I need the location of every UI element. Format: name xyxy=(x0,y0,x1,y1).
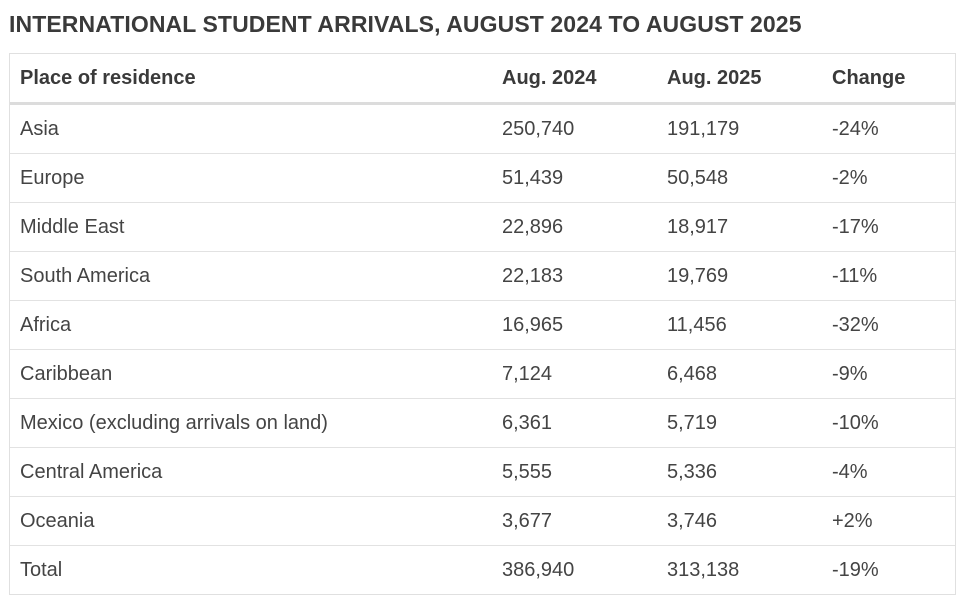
table-row: Oceania 3,677 3,746 +2% xyxy=(10,496,955,546)
cell-place: Africa xyxy=(10,300,492,350)
cell-place: Caribbean xyxy=(10,349,492,399)
cell-place: Middle East xyxy=(10,202,492,252)
table-header: Place of residence Aug. 2024 Aug. 2025 C… xyxy=(10,54,955,105)
cell-place: Total xyxy=(20,558,63,581)
cell-aug-2024: 22,183 xyxy=(492,251,657,301)
table-body: Asia 250,740 191,179 -24% Europe 51,439 … xyxy=(10,103,955,595)
table-row: Africa 16,965 11,456 -32% xyxy=(10,300,955,350)
cell-aug-2024: 7,124 xyxy=(492,349,657,399)
table-row: Europe 51,439 50,548 -2% xyxy=(10,153,955,203)
arrivals-table-container: Place of residence Aug. 2024 Aug. 2025 C… xyxy=(9,53,956,595)
cell-place: South America xyxy=(10,251,492,301)
table-header-row: Place of residence Aug. 2024 Aug. 2025 C… xyxy=(10,54,955,105)
cell-place: Oceania xyxy=(10,496,492,546)
header-aug-2025: Aug. 2025 xyxy=(657,54,822,105)
cell-aug-2024: 250,740 xyxy=(492,103,657,154)
cell-aug-2024: 5,555 xyxy=(492,447,657,497)
cell-change: -17% xyxy=(822,202,955,252)
cell-change: -9% xyxy=(822,349,955,399)
cell-change: -4% xyxy=(822,447,955,497)
cell-place: Europe xyxy=(10,153,492,203)
header-place-of-residence: Place of residence xyxy=(10,54,492,105)
cell-aug-2025: 313,138 xyxy=(667,558,740,581)
cell-change: +2% xyxy=(822,496,955,546)
cell-place: Mexico (excluding arrivals on land) xyxy=(10,398,492,448)
table-row-total: Total 386,940 313,138 -19% xyxy=(10,546,955,595)
cell-aug-2025: 50,548 xyxy=(657,153,822,203)
cell-aug-2024: 386,940 xyxy=(502,558,575,581)
cell-aug-2025: 5,719 xyxy=(657,398,822,448)
table-row: South America 22,183 19,769 -11% xyxy=(10,251,955,301)
cell-change: -19% xyxy=(832,558,879,581)
cell-aug-2024: 6,361 xyxy=(492,398,657,448)
cell-change: -24% xyxy=(822,103,955,154)
table-row: Mexico (excluding arrivals on land) 6,36… xyxy=(10,398,955,448)
cell-place: Asia xyxy=(10,103,492,154)
page-title: INTERNATIONAL STUDENT ARRIVALS, AUGUST 2… xyxy=(9,11,802,37)
cell-aug-2024: 16,965 xyxy=(492,300,657,350)
cell-aug-2024: 51,439 xyxy=(492,153,657,203)
cell-place: Central America xyxy=(10,447,492,497)
table-row: Caribbean 7,124 6,468 -9% xyxy=(10,349,955,399)
cell-change: -10% xyxy=(822,398,955,448)
table-row: Middle East 22,896 18,917 -17% xyxy=(10,202,955,252)
cell-aug-2025: 18,917 xyxy=(657,202,822,252)
cell-aug-2025: 3,746 xyxy=(657,496,822,546)
cell-aug-2025: 191,179 xyxy=(657,103,822,154)
header-aug-2024: Aug. 2024 xyxy=(492,54,657,105)
table-row: Asia 250,740 191,179 -24% xyxy=(10,103,955,154)
table-row: Central America 5,555 5,336 -4% xyxy=(10,447,955,497)
arrivals-table: Place of residence Aug. 2024 Aug. 2025 C… xyxy=(10,54,955,594)
cell-change: -32% xyxy=(822,300,955,350)
cell-change: -2% xyxy=(822,153,955,203)
cell-change: -11% xyxy=(822,251,955,301)
cell-aug-2024: 22,896 xyxy=(492,202,657,252)
header-change: Change xyxy=(822,54,955,105)
cell-aug-2025: 5,336 xyxy=(657,447,822,497)
cell-aug-2025: 6,468 xyxy=(657,349,822,399)
cell-aug-2025: 19,769 xyxy=(657,251,822,301)
cell-aug-2024: 3,677 xyxy=(492,496,657,546)
cell-aug-2025: 11,456 xyxy=(657,300,822,350)
